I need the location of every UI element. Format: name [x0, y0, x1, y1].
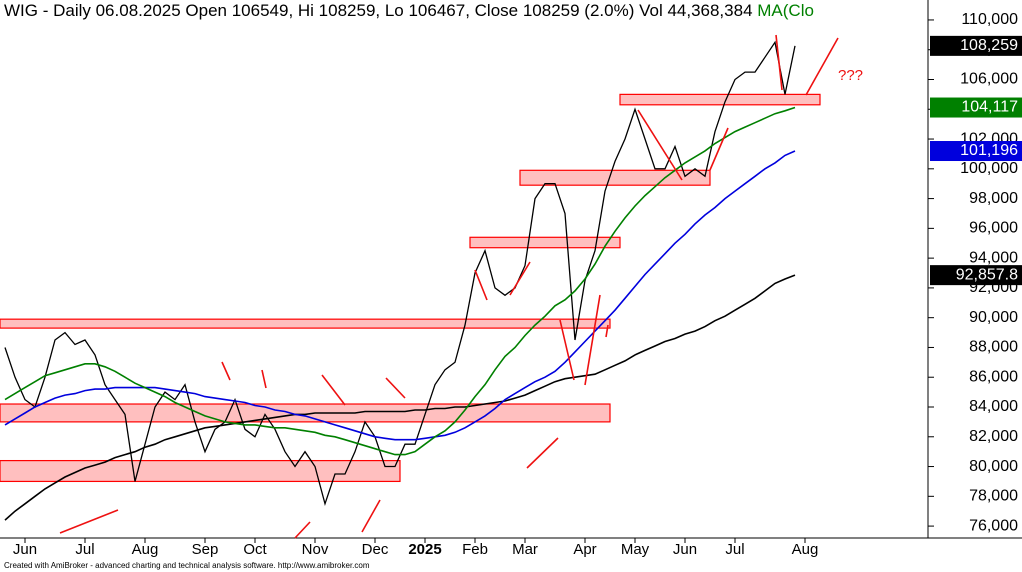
- value-badge-label: 104,117: [961, 99, 1018, 116]
- y-tick-label: 106,000: [960, 71, 1018, 88]
- x-tick-label: Jun: [13, 541, 37, 558]
- footer: Created with AmiBroker - advanced charti…: [4, 561, 370, 570]
- y-tick-label: 94,000: [969, 249, 1018, 266]
- zone: [0, 403, 611, 423]
- x-tick-label: Nov: [302, 541, 329, 558]
- y-tick-label: 86,000: [969, 368, 1018, 385]
- title-text: WIG - Daily 06.08.2025 Open 106549, Hi 1…: [4, 1, 753, 20]
- y-tick-label: 88,000: [969, 339, 1018, 356]
- value-badge: [930, 141, 1022, 162]
- zone: [469, 236, 621, 249]
- plot-area: [0, 0, 928, 538]
- y-tick-label: 100,000: [960, 160, 1018, 177]
- y-tick-label: 110,000: [961, 11, 1018, 28]
- y-tick-label: 84,000: [969, 398, 1018, 415]
- x-tick-label: Sep: [192, 541, 219, 558]
- x-tick-label: Jul: [725, 541, 744, 558]
- value-badge: [930, 97, 1022, 118]
- x-tick-label: Oct: [243, 541, 267, 558]
- series-line: [4, 274, 796, 521]
- y-tick-label: 90,000: [969, 309, 1018, 326]
- y-tick-label: 98,000: [969, 190, 1018, 207]
- x-tick-label: Feb: [462, 541, 488, 558]
- annotation: ???: [838, 67, 863, 84]
- value-badge-label: 101,196: [960, 142, 1018, 159]
- value-badge-label: 92,857.8: [956, 266, 1018, 283]
- value-badge: [930, 265, 1022, 286]
- x-tick-label: Apr: [573, 541, 596, 558]
- zone: [0, 459, 401, 483]
- series-line: [4, 106, 796, 456]
- zone: [519, 169, 711, 186]
- x-tick-label: May: [621, 541, 650, 558]
- x-tick-label: Jun: [673, 541, 697, 558]
- x-tick-label: Aug: [792, 541, 819, 558]
- x-tick-label: 2025: [408, 541, 441, 558]
- value-badge-label: 108,259: [960, 37, 1018, 54]
- x-tick-label: Aug: [132, 541, 159, 558]
- x-tick-label: Dec: [362, 541, 389, 558]
- x-tick-label: Mar: [512, 541, 538, 558]
- zone: [0, 318, 611, 329]
- y-tick-label: 96,000: [969, 220, 1018, 237]
- arrows: [59, 34, 839, 539]
- y-tick-label: 78,000: [969, 488, 1018, 505]
- series-line: [4, 150, 796, 441]
- zone: [619, 93, 821, 106]
- y-tick-label: 80,000: [969, 458, 1018, 475]
- chart-title: WIG - Daily 06.08.2025 Open 106549, Hi 1…: [4, 1, 814, 20]
- y-tick-label: 82,000: [969, 428, 1018, 445]
- x-tick-label: Jul: [75, 541, 94, 558]
- value-badge: [930, 35, 1022, 56]
- y-tick-label: 76,000: [969, 517, 1018, 534]
- ma-label: MA(Clo: [757, 1, 814, 20]
